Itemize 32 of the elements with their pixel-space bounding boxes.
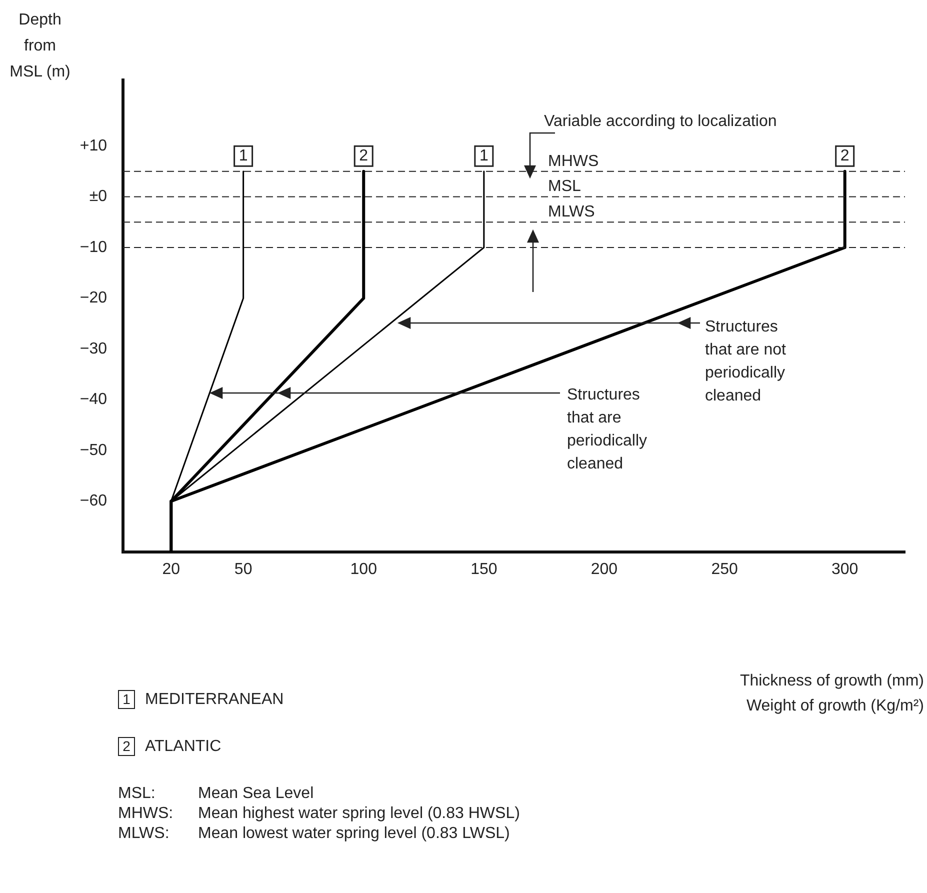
- annotation: Structures that are not periodically cleaned: [705, 318, 786, 404]
- text: 1 MEDITERRANEAN: [122, 690, 284, 709]
- ref-line-label: MSL: [548, 178, 581, 196]
- ref-line-label: MHWS: [548, 152, 599, 170]
- y-tick-label: +10: [80, 137, 108, 154]
- annotation: 1: [238, 148, 248, 165]
- text: MHWS: Mean highest water spring level (0.83 HWSL): [118, 805, 520, 822]
- text: 2 ATLANTIC: [122, 737, 222, 756]
- text: MLWS: Mean lowest water spring level (0.83 LWSL): [118, 825, 510, 842]
- x-tick-label: 100: [350, 561, 378, 578]
- y-tick-label: ±0: [89, 188, 108, 206]
- x-tick-label: 300: [831, 561, 858, 578]
- text: MSL: Mean Sea Level: [118, 785, 314, 802]
- ref-line-label: MLWS: [548, 204, 595, 221]
- annotation: 1: [479, 148, 488, 165]
- y-tick-label: −50: [80, 442, 108, 459]
- annotation: 2: [359, 148, 368, 165]
- x-tick-label: 250: [711, 561, 738, 578]
- x-tick-label: 50: [234, 561, 252, 578]
- y-tick-label: −40: [80, 391, 108, 408]
- y-tick-label: −20: [80, 290, 108, 307]
- annotation: Structures that are periodically cleaned: [567, 386, 648, 472]
- annotation: 2: [840, 148, 850, 165]
- x-tick-label: 200: [590, 561, 618, 578]
- y-tick-label: −60: [80, 492, 108, 510]
- annotation: Variable according to localization: [544, 112, 777, 130]
- y-tick-label: −30: [80, 340, 108, 358]
- y-axis-title: Depth from MSL (m): [10, 11, 70, 80]
- y-tick-label: −10: [80, 238, 108, 256]
- x-tick-label: 150: [470, 561, 498, 578]
- x-tick-label: 20: [162, 561, 180, 578]
- text: Thickness of growth (mm) Weight of growth (Kg/m²): [740, 672, 924, 714]
